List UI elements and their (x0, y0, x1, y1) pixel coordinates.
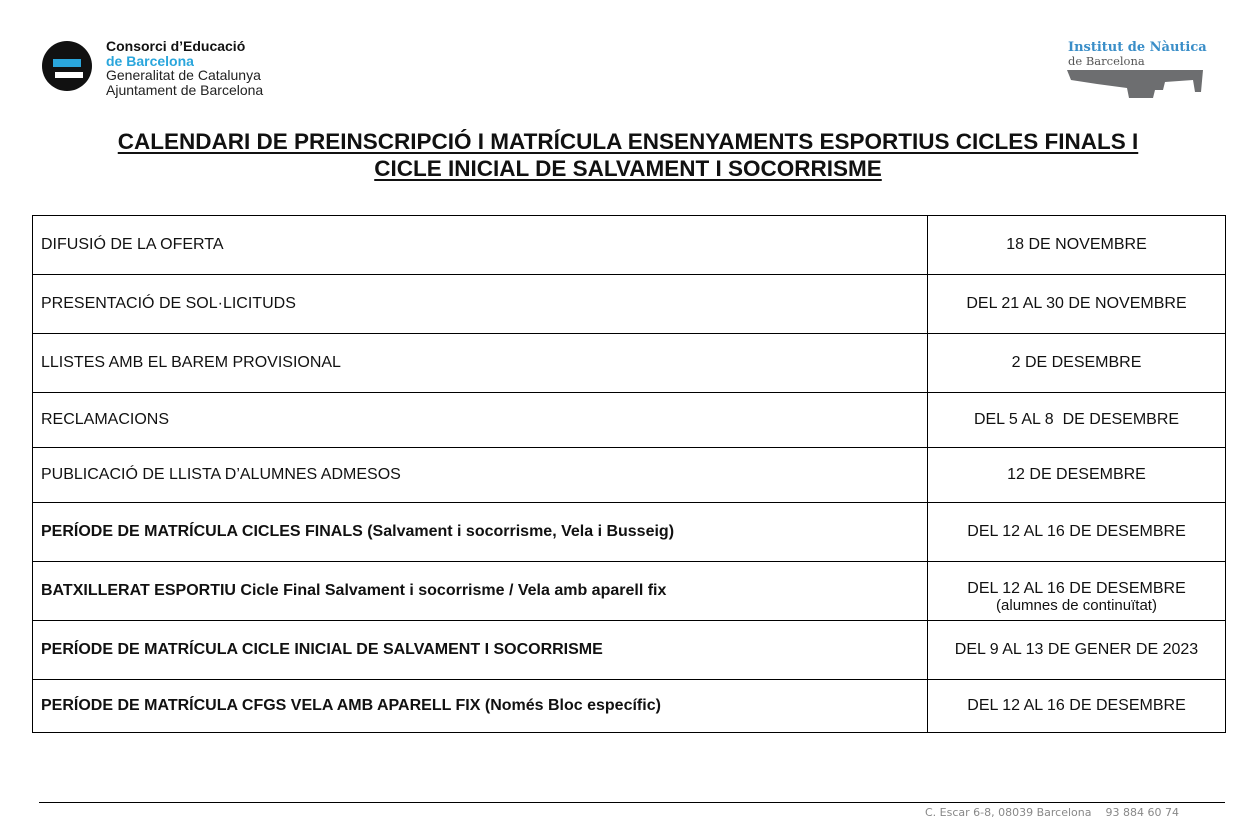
table-row: RECLAMACIONS DEL 5 AL 8 DE DESEMBRE (32, 392, 1226, 448)
row-date-note: (alumnes de continuïtat) (996, 596, 1157, 614)
consorci-e-logo-icon (42, 41, 92, 91)
footer-address: C. Escar 6-8, 08039 Barcelona (925, 806, 1092, 819)
row-date: DEL 12 AL 16 DE DESEMBRE (927, 679, 1226, 733)
footer-contact: C. Escar 6-8, 08039 Barcelona 93 884 60 … (925, 806, 1179, 819)
table-row: PUBLICACIÓ DE LLISTA D’ALUMNES ADMESOS 12… (32, 447, 1226, 503)
row-date: 18 DE NOVEMBRE (927, 215, 1226, 275)
logo-line: Generalitat de Catalunya (106, 67, 261, 83)
row-label: PERÍODE DE MATRÍCULA CICLE INICIAL DE SA… (32, 620, 928, 680)
table-row: DIFUSIÓ DE LA OFERTA 18 DE NOVEMBRE (32, 215, 1226, 275)
calendar-table: DIFUSIÓ DE LA OFERTA 18 DE NOVEMBRE PRESE… (32, 215, 1226, 733)
row-label: PRESENTACIÓ DE SOL·LICITUDS (32, 274, 928, 334)
row-label: PERÍODE DE MATRÍCULA CICLES FINALS (Salv… (32, 502, 928, 562)
page-title: CALENDARI DE PREINSCRIPCIÓ I MATRÍCULA E… (30, 128, 1226, 182)
row-label: LLISTES AMB EL BAREM PROVISIONAL (32, 333, 928, 393)
consorci-logo-text: Consorci d’Educació de Barcelona General… (106, 39, 263, 97)
title-line: CALENDARI DE PREINSCRIPCIÓ I MATRÍCULA E… (117, 129, 1139, 154)
institut-nautica-logo: Institut de Nàutica de Barcelona (1068, 40, 1207, 68)
footer-divider (39, 802, 1225, 803)
row-label: DIFUSIÓ DE LA OFERTA (32, 215, 928, 275)
logo-line: Consorci d’Educació (106, 38, 246, 54)
boat-hull-icon (1067, 70, 1203, 98)
logo-line: de Barcelona (1068, 54, 1145, 68)
title-line: CICLE INICIAL DE SALVAMENT I SOCORRISME (374, 156, 882, 181)
row-date: 12 DE DESEMBRE (927, 447, 1226, 503)
table-row: PRESENTACIÓ DE SOL·LICITUDS DEL 21 AL 30 … (32, 274, 1226, 334)
footer-phone: 93 884 60 74 (1105, 806, 1179, 819)
row-label: PERÍODE DE MATRÍCULA CFGS VELA AMB APARE… (32, 679, 928, 733)
logo-line: de Barcelona (106, 52, 194, 69)
row-date: DEL 9 AL 13 DE GENER DE 2023 (927, 620, 1226, 680)
row-date: DEL 12 AL 16 DE DESEMBRE (927, 502, 1226, 562)
row-date: 2 DE DESEMBRE (927, 333, 1226, 393)
table-row: LLISTES AMB EL BAREM PROVISIONAL 2 DE DES… (32, 333, 1226, 393)
table-row: PERÍODE DE MATRÍCULA CICLES FINALS (Salv… (32, 502, 1226, 562)
table-row: PERÍODE DE MATRÍCULA CICLE INICIAL DE SA… (32, 620, 1226, 680)
table-row: PERÍODE DE MATRÍCULA CFGS VELA AMB APARE… (32, 679, 1226, 733)
row-label: RECLAMACIONS (32, 392, 928, 448)
row-date: DEL 5 AL 8 DE DESEMBRE (927, 392, 1226, 448)
table-row: BATXILLERAT ESPORTIU Cicle Final Salvame… (32, 561, 1226, 621)
logo-line: Ajuntament de Barcelona (106, 81, 264, 98)
row-date: DEL 12 AL 16 DE DESEMBRE (967, 579, 1186, 597)
row-date-cell: DEL 12 AL 16 DE DESEMBRE (alumnes de cont… (927, 561, 1226, 621)
row-label: BATXILLERAT ESPORTIU Cicle Final Salvame… (32, 561, 928, 621)
row-date: DEL 21 AL 30 DE NOVEMBRE (927, 274, 1226, 334)
row-label: PUBLICACIÓ DE LLISTA D’ALUMNES ADMESOS (32, 447, 928, 503)
logo-line: Institut de Nàutica (1068, 40, 1207, 55)
